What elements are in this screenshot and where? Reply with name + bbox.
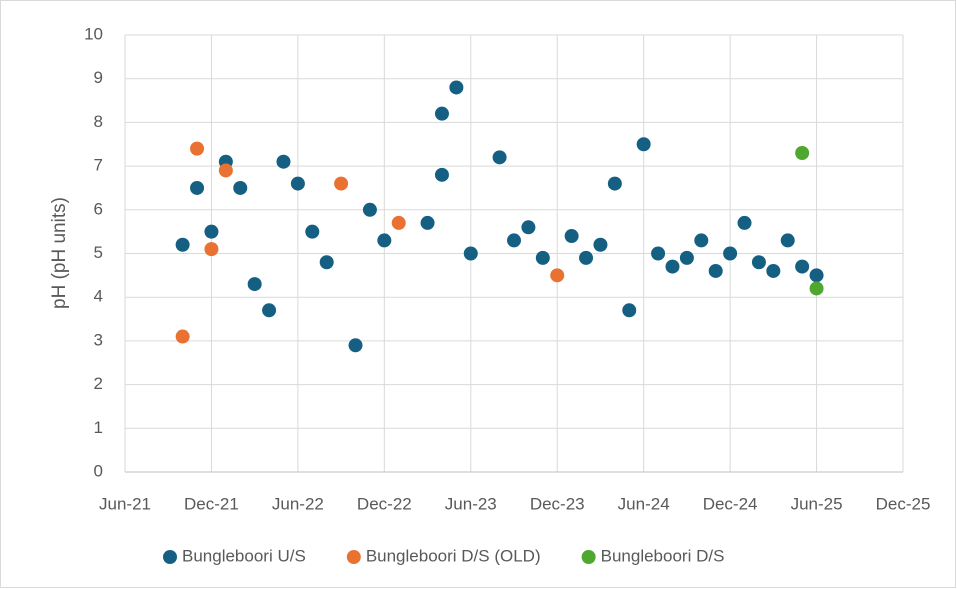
point — [708, 263, 723, 278]
point — [564, 229, 579, 244]
point — [593, 237, 608, 252]
y-tick-label: 7 — [94, 156, 103, 175]
point — [190, 141, 205, 156]
point — [391, 215, 406, 230]
point — [305, 224, 320, 239]
point — [190, 180, 205, 195]
x-tick-label: Dec-23 — [530, 494, 585, 513]
legend-label: Bungleboori U/S — [182, 546, 306, 565]
point — [362, 202, 377, 217]
point — [535, 250, 550, 265]
point — [636, 137, 651, 152]
legend-marker — [163, 550, 177, 564]
y-tick-label: 6 — [94, 199, 103, 218]
point — [780, 233, 795, 248]
x-tick-label: Jun-25 — [791, 494, 843, 513]
point — [622, 303, 637, 318]
point — [175, 237, 190, 252]
point — [723, 246, 738, 261]
point — [665, 259, 680, 274]
legend-marker — [346, 550, 361, 564]
point — [348, 338, 363, 353]
point — [319, 255, 334, 270]
point — [175, 329, 190, 344]
x-tick-label: Jun-24 — [618, 494, 670, 513]
point — [204, 242, 219, 257]
point — [507, 233, 521, 248]
x-tick-label: Dec-22 — [357, 494, 412, 513]
point — [262, 303, 277, 318]
point — [679, 250, 694, 265]
y-tick-label: 9 — [94, 68, 103, 87]
point — [751, 255, 766, 270]
point — [276, 154, 291, 169]
point — [579, 250, 594, 265]
point — [290, 176, 305, 191]
x-tick-label: Dec-24 — [703, 494, 758, 513]
y-tick-label: 4 — [94, 287, 103, 306]
point — [434, 167, 449, 182]
point — [377, 233, 392, 248]
x-tick-label: Jun-21 — [99, 494, 151, 513]
y-tick-label: 0 — [94, 461, 103, 480]
y-tick-label: 8 — [94, 112, 103, 131]
y-tick-label: 1 — [94, 418, 103, 437]
legend-marker — [581, 550, 596, 564]
point — [651, 246, 666, 261]
point — [247, 277, 262, 292]
x-tick-label: Dec-25 — [876, 494, 931, 513]
point — [809, 268, 824, 283]
point — [204, 224, 219, 239]
point — [809, 281, 824, 296]
y-axis-title: pH (pH units) — [49, 197, 70, 309]
point — [434, 106, 449, 121]
point — [218, 163, 233, 178]
y-tick-label: 5 — [94, 243, 103, 262]
legend-label: Bungleboori D/S (OLD) — [366, 546, 541, 565]
point — [694, 233, 709, 248]
y-tick-label: 10 — [84, 24, 103, 43]
point — [420, 215, 435, 230]
x-tick-label: Jun-22 — [272, 494, 324, 513]
point — [766, 263, 781, 278]
y-tick-label: 2 — [94, 374, 103, 393]
point — [795, 145, 810, 160]
y-tick-label: 3 — [94, 330, 103, 349]
point — [449, 80, 464, 95]
point — [492, 150, 507, 165]
point — [521, 220, 536, 235]
point — [607, 176, 622, 191]
x-tick-label: Dec-21 — [184, 494, 239, 513]
point — [334, 176, 349, 191]
point — [550, 268, 565, 283]
x-tick-label: Jun-23 — [445, 494, 497, 513]
point — [233, 180, 248, 195]
point — [737, 215, 752, 230]
legend-label: Bungleboori D/S — [601, 546, 725, 565]
point — [795, 259, 810, 274]
point — [463, 246, 478, 261]
